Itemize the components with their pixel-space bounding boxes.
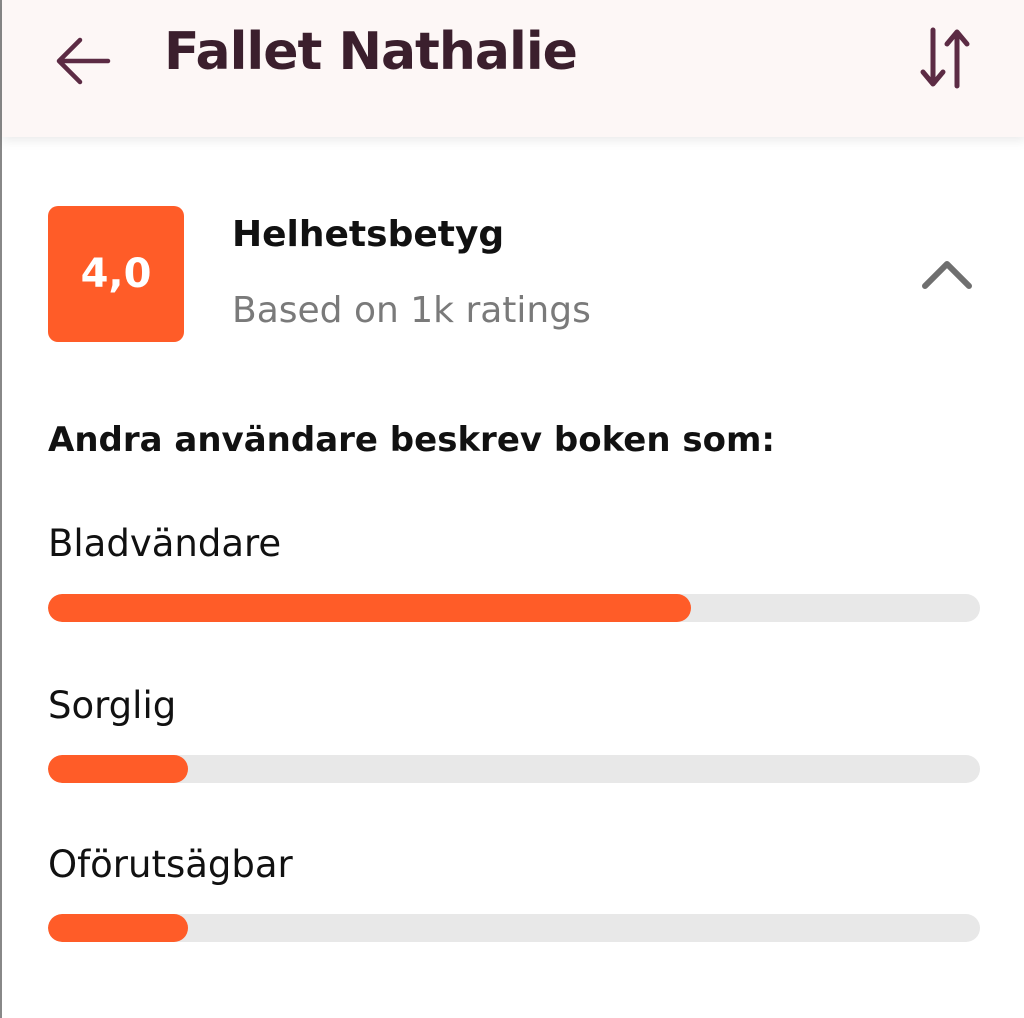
rating-subtitle: Based on 1k ratings [232,290,591,331]
collapse-button[interactable] [920,256,974,292]
tag-bar-fill [48,594,692,622]
top-app-bar: Fallet Nathalie [2,0,1024,137]
tag-bar-track [48,594,980,622]
chevron-up-icon [922,261,972,289]
sort-arrows-icon [920,27,970,89]
sort-button[interactable] [918,26,972,90]
arrow-left-icon [56,37,111,85]
page-title: Fallet Nathalie [164,22,578,82]
tag-bar-track [48,755,980,783]
back-button[interactable] [54,36,112,86]
description-heading: Andra användare beskrev boken som: [48,420,775,460]
tag-label: Bladvändare [48,522,282,565]
tag-label: Oförutsägbar [48,843,293,886]
tag-bar-track [48,914,980,942]
tag-bar-fill [48,755,188,783]
tag-bar-fill [48,914,188,942]
tag-label: Sorglig [48,684,177,727]
rating-title: Helhetsbetyg [232,214,505,255]
rating-score-badge: 4,0 [48,206,184,342]
